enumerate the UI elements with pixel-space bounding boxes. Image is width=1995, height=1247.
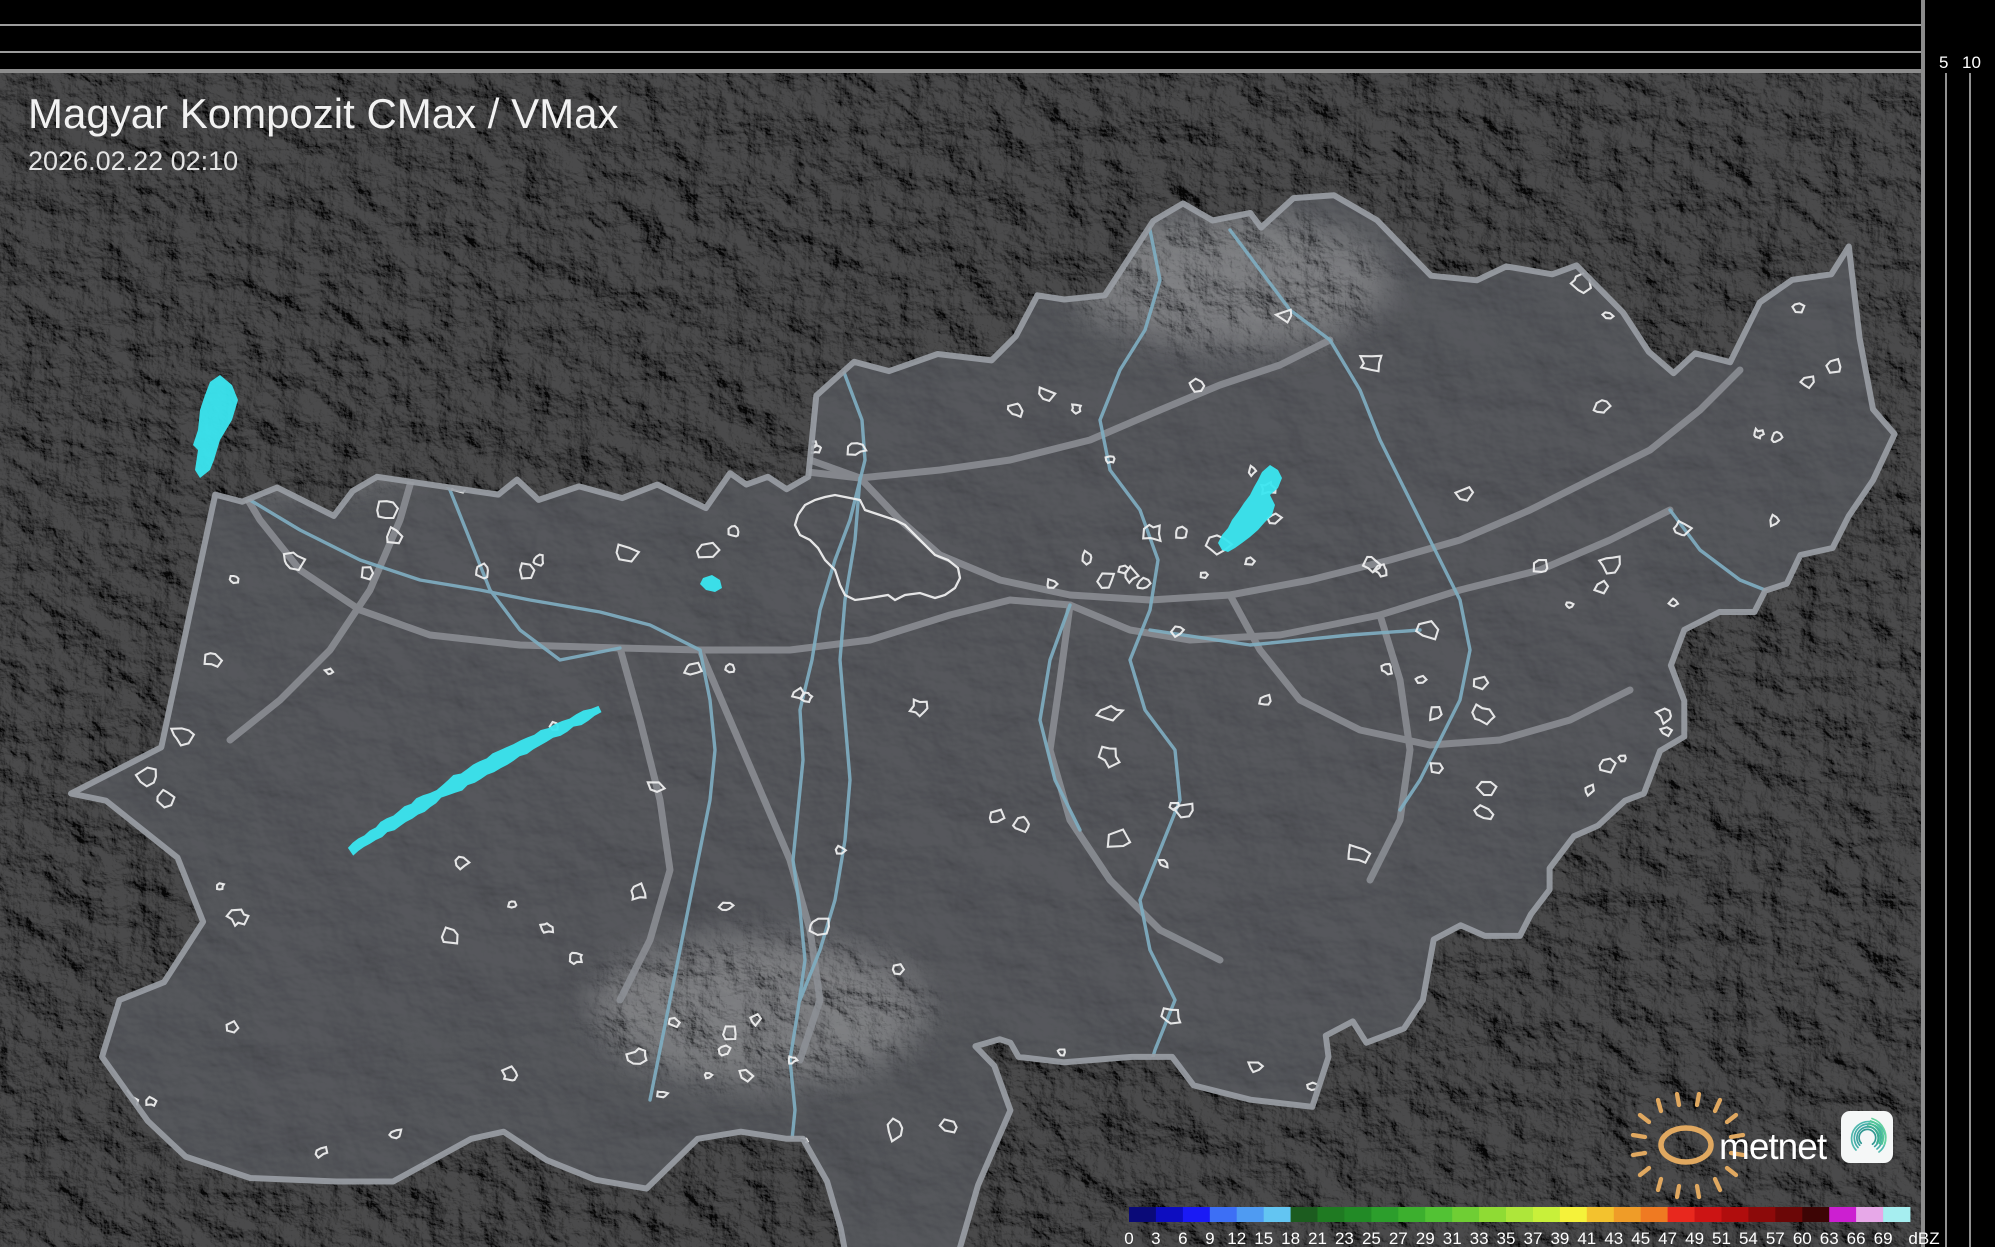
svg-text:45: 45 bbox=[1631, 1229, 1650, 1247]
svg-text:15: 15 bbox=[1254, 1229, 1273, 1247]
svg-text:37: 37 bbox=[1524, 1229, 1543, 1247]
svg-text:9: 9 bbox=[1205, 1229, 1214, 1247]
svg-text:0: 0 bbox=[1124, 1229, 1133, 1247]
svg-text:Magyar Kompozit CMax / VMax: Magyar Kompozit CMax / VMax bbox=[28, 90, 619, 137]
svg-text:21: 21 bbox=[1308, 1229, 1327, 1247]
svg-text:12: 12 bbox=[1227, 1229, 1246, 1247]
svg-text:60: 60 bbox=[1793, 1229, 1812, 1247]
svg-text:51: 51 bbox=[1712, 1229, 1731, 1247]
svg-text:10: 10 bbox=[1962, 53, 1981, 72]
svg-text:23: 23 bbox=[1335, 1229, 1354, 1247]
svg-text:49: 49 bbox=[1685, 1229, 1704, 1247]
svg-text:29: 29 bbox=[1416, 1229, 1435, 1247]
svg-text:33: 33 bbox=[1470, 1229, 1489, 1247]
svg-text:6: 6 bbox=[1178, 1229, 1187, 1247]
svg-text:66: 66 bbox=[1847, 1229, 1866, 1247]
svg-text:dBZ: dBZ bbox=[1908, 1229, 1939, 1247]
svg-text:39: 39 bbox=[1550, 1229, 1569, 1247]
svg-text:5: 5 bbox=[1939, 53, 1948, 72]
svg-text:2026.02.22 02:10: 2026.02.22 02:10 bbox=[28, 146, 238, 176]
svg-text:41: 41 bbox=[1577, 1229, 1596, 1247]
svg-text:27: 27 bbox=[1389, 1229, 1408, 1247]
svg-text:35: 35 bbox=[1497, 1229, 1516, 1247]
svg-text:43: 43 bbox=[1604, 1229, 1623, 1247]
svg-text:63: 63 bbox=[1820, 1229, 1839, 1247]
svg-text:57: 57 bbox=[1766, 1229, 1785, 1247]
svg-text:47: 47 bbox=[1658, 1229, 1677, 1247]
svg-text:18: 18 bbox=[1281, 1229, 1300, 1247]
svg-text:metnet: metnet bbox=[1719, 1126, 1828, 1167]
svg-text:69: 69 bbox=[1874, 1229, 1893, 1247]
svg-text:54: 54 bbox=[1739, 1229, 1758, 1247]
svg-text:3: 3 bbox=[1151, 1229, 1160, 1247]
svg-text:25: 25 bbox=[1362, 1229, 1381, 1247]
svg-text:31: 31 bbox=[1443, 1229, 1462, 1247]
